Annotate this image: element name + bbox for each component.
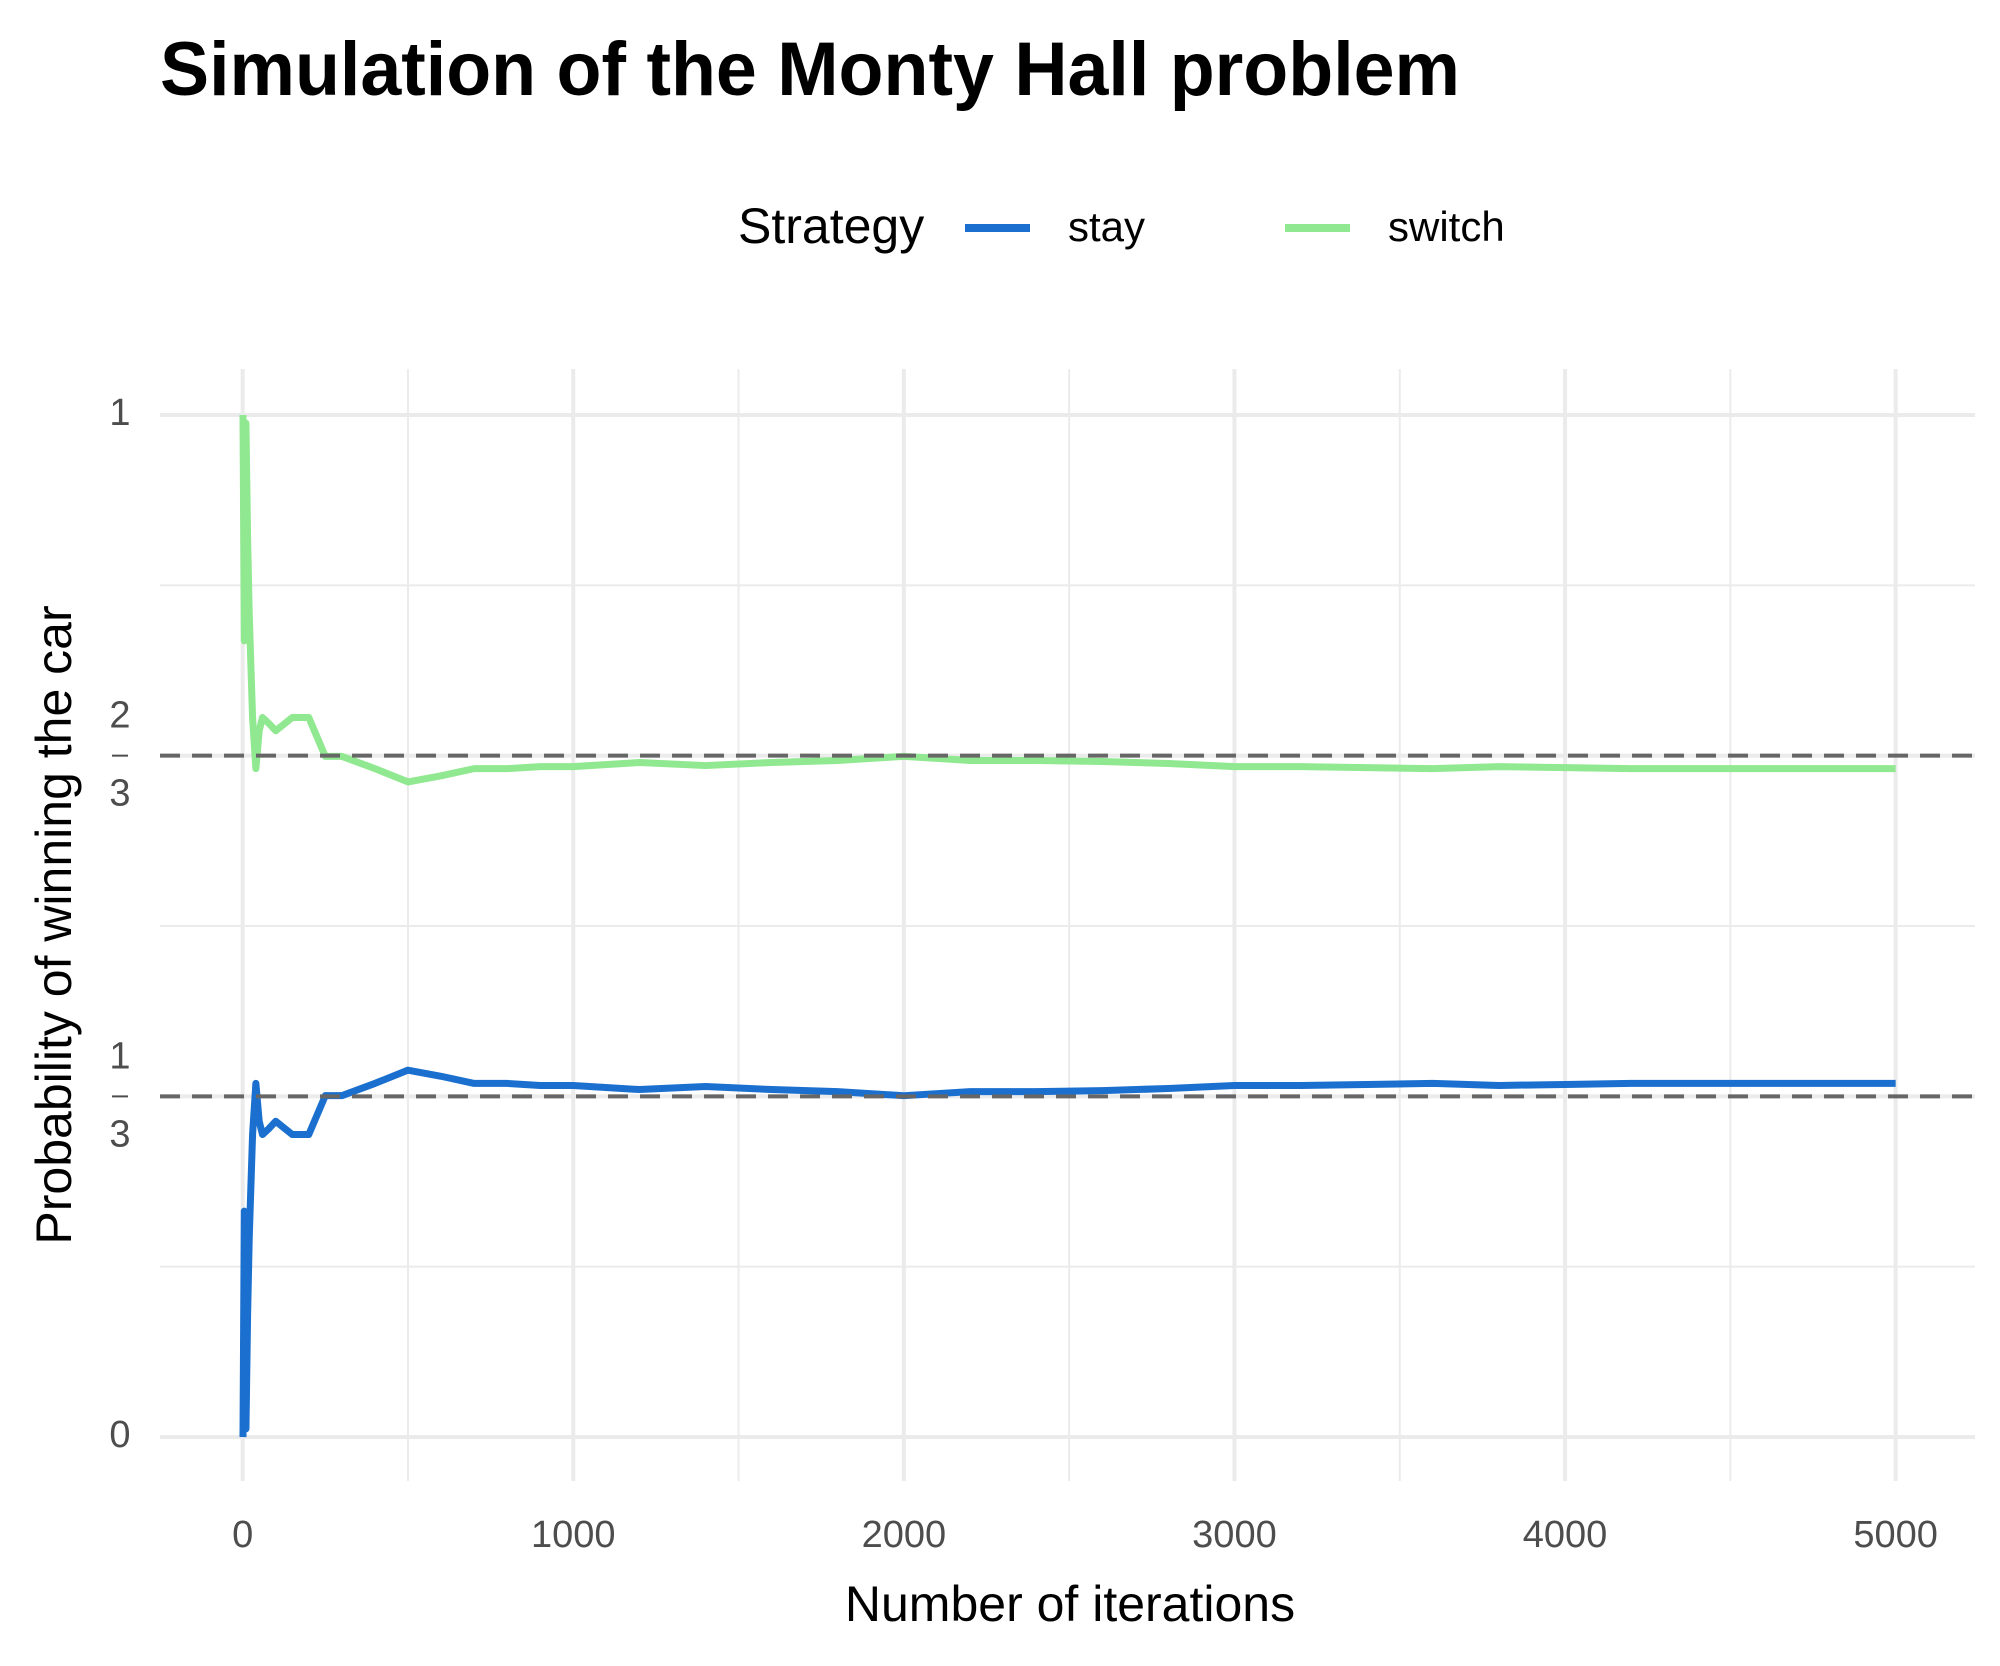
series-line [239,1066,1896,1438]
x-axis-label: Number of iterations [845,1576,1295,1632]
y-tick-label: 1 [109,1035,130,1077]
x-tick-label: 0 [232,1514,253,1556]
legend-label: stay [1068,203,1145,250]
y-tick-label: 1 [109,392,130,434]
x-tick-label: 3000 [1192,1514,1277,1556]
x-tick-label: 5000 [1853,1514,1938,1556]
chart-title: Simulation of the Monty Hall problem [160,27,1460,112]
legend-title: Strategy [738,198,924,254]
legend-label: switch [1388,203,1505,250]
y-axis-label: Probability of winning the car [26,605,82,1244]
x-tick-label: 2000 [862,1514,947,1556]
series-line [239,414,1896,786]
y-tick-label: 3 [109,1113,130,1155]
x-tick-label: 1000 [531,1514,616,1556]
y-tick-label: 3 [109,773,130,815]
y-tick-label: 2 [109,695,130,737]
x-tick-label: 4000 [1523,1514,1608,1556]
y-tick-label: 0 [109,1414,130,1456]
